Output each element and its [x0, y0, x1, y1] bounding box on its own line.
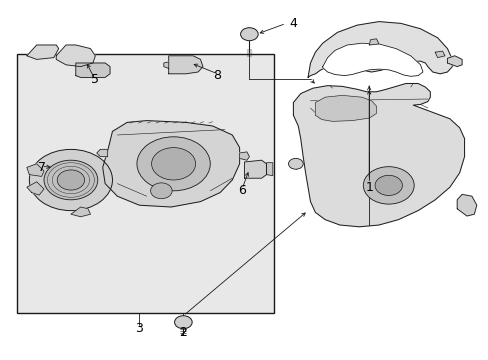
Circle shape — [363, 167, 413, 204]
Polygon shape — [168, 56, 203, 74]
Circle shape — [137, 137, 210, 191]
Polygon shape — [315, 95, 376, 121]
Polygon shape — [27, 182, 44, 195]
Polygon shape — [293, 84, 464, 227]
Circle shape — [151, 148, 195, 180]
Polygon shape — [102, 121, 239, 207]
Polygon shape — [266, 163, 272, 176]
Bar — [17, 54, 273, 313]
Circle shape — [44, 160, 98, 200]
Polygon shape — [456, 194, 476, 216]
Polygon shape — [322, 43, 422, 76]
Polygon shape — [163, 62, 168, 68]
Polygon shape — [76, 63, 110, 77]
Circle shape — [29, 149, 112, 211]
Polygon shape — [71, 207, 90, 217]
Polygon shape — [307, 22, 451, 77]
Circle shape — [288, 158, 303, 169]
Circle shape — [374, 175, 402, 195]
Text: 6: 6 — [238, 184, 245, 197]
Polygon shape — [434, 51, 444, 58]
Polygon shape — [447, 56, 461, 67]
Circle shape — [57, 170, 84, 190]
Text: 7: 7 — [38, 161, 45, 174]
Polygon shape — [56, 45, 95, 67]
Polygon shape — [239, 152, 249, 160]
Text: 3: 3 — [135, 322, 143, 335]
Circle shape — [174, 316, 192, 329]
Polygon shape — [27, 164, 44, 176]
Circle shape — [150, 183, 172, 199]
Polygon shape — [244, 160, 266, 178]
Text: 5: 5 — [91, 73, 99, 86]
Circle shape — [240, 28, 258, 41]
Text: 2: 2 — [179, 327, 187, 339]
Text: 1: 1 — [365, 181, 372, 194]
Text: 4: 4 — [289, 17, 297, 30]
Polygon shape — [97, 149, 107, 157]
Polygon shape — [27, 45, 59, 59]
Polygon shape — [368, 39, 378, 45]
Text: 8: 8 — [213, 69, 221, 82]
